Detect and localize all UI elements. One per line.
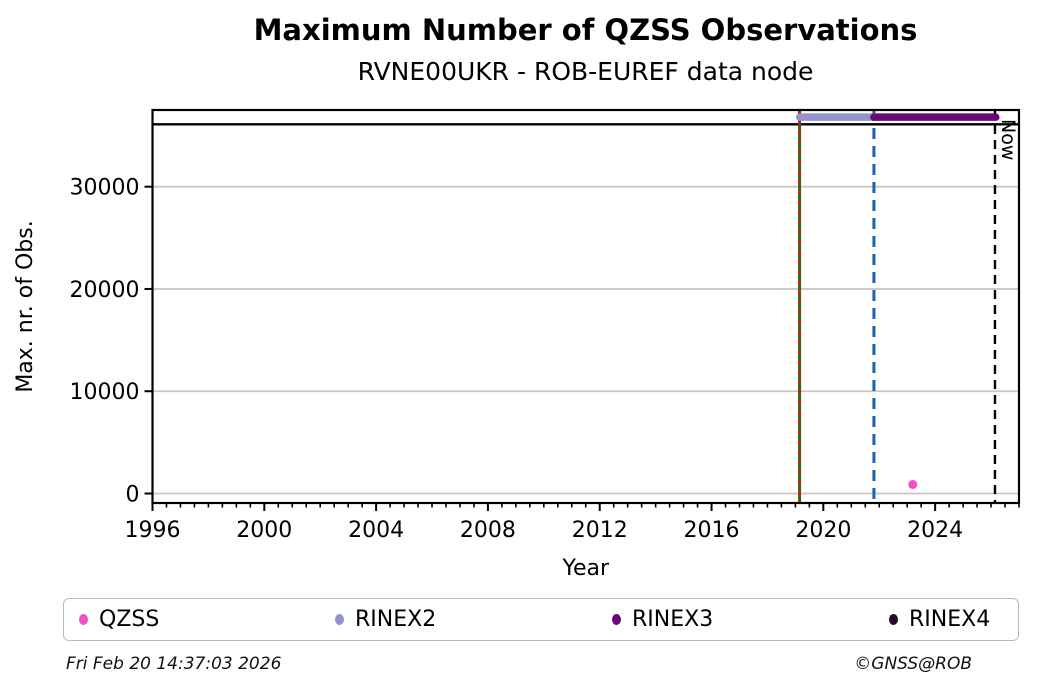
y-tick-label: 20000 (70, 278, 140, 303)
rinex2-legend-dot-icon (335, 614, 344, 625)
chart-legend: QZSS RINEX2 RINEX3 RINEX4 (63, 598, 1019, 641)
x-tick-label: 2020 (795, 518, 851, 543)
legend-item-rinex4: RINEX4 (889, 599, 990, 640)
now-label: Now (997, 119, 1019, 160)
footer-credit: ©GNSS@ROB (854, 654, 972, 674)
rinex3-legend-dot-icon (612, 614, 621, 625)
x-tick-label: 2012 (572, 518, 628, 543)
y-axis-label: Max. nr. of Obs. (13, 220, 38, 392)
legend-label: RINEX4 (909, 607, 991, 632)
x-tick-label: 2004 (348, 518, 404, 543)
qzss-point (908, 479, 918, 489)
legend-item-rinex2: RINEX2 (335, 599, 436, 640)
legend-label: RINEX2 (355, 607, 437, 632)
y-tick-label: 30000 (70, 176, 140, 201)
chart-subtitle: RVNE00UKR - ROB-EUREF data node (357, 57, 814, 86)
x-tick-label: 2000 (236, 518, 292, 543)
y-tick-label: 0 (126, 482, 140, 507)
chart-title: Maximum Number of QZSS Observations (253, 13, 918, 47)
legend-label: QZSS (99, 607, 160, 632)
plot-frame (151, 108, 1021, 505)
legend-item-rinex3: RINEX3 (612, 599, 713, 640)
legend-item-qzss: QZSS (79, 599, 159, 640)
qzss-legend-dot-icon (79, 614, 88, 625)
x-tick-label: 1996 (125, 518, 181, 543)
y-tick-label: 10000 (70, 380, 140, 405)
footer-timestamp: Fri Feb 20 14:37:03 2026 (66, 654, 282, 674)
rinex4-legend-dot-icon (889, 614, 898, 625)
legend-label: RINEX3 (632, 607, 714, 632)
x-tick-label: 2016 (684, 518, 740, 543)
x-axis-label: Year (561, 556, 610, 581)
x-tick-label: 2024 (907, 518, 963, 543)
x-tick-label: 2008 (460, 518, 516, 543)
